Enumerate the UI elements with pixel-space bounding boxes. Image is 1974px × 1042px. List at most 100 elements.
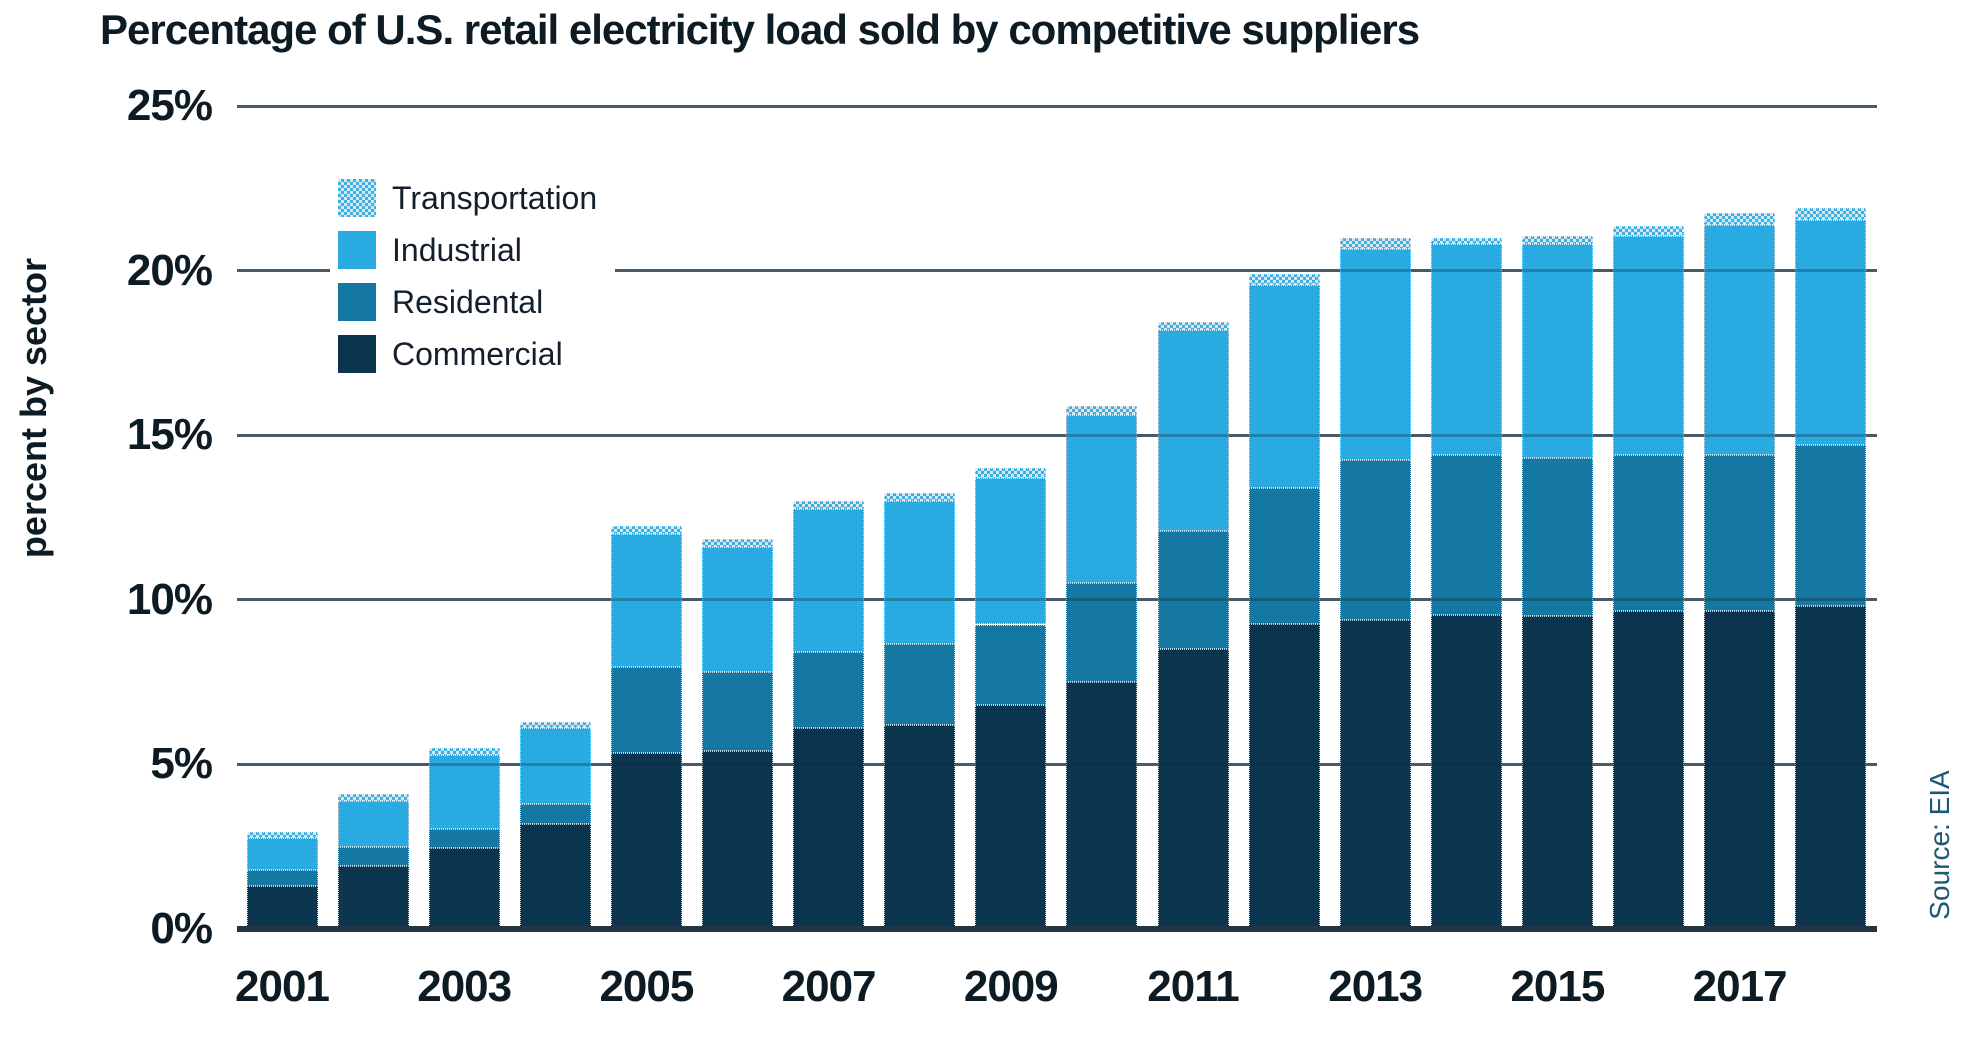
bar-segment-commercial-2006	[702, 751, 773, 929]
bar-2005	[610, 525, 682, 929]
x-tick-label-2003: 2003	[417, 962, 512, 1011]
bar-segment-residental-2018	[1795, 445, 1867, 607]
bar-segment-residental-2004	[519, 803, 591, 824]
bar-2012	[1248, 273, 1320, 929]
bar-2015	[1521, 236, 1593, 929]
bar-segment-commercial-2005	[610, 752, 682, 929]
bar-2004	[519, 721, 591, 929]
y-tick-label: 0%	[150, 904, 213, 953]
bar-2006	[702, 538, 773, 929]
y-tick-label: 10%	[126, 574, 213, 624]
bar-segment-transportation-2005	[610, 525, 682, 534]
bar-segment-commercial-2009	[975, 705, 1047, 929]
bar-2002	[337, 794, 409, 929]
bar-segment-commercial-2004	[519, 823, 591, 929]
bar-2011	[1157, 321, 1229, 929]
source-note: Source: EIA	[1924, 770, 1955, 920]
bar-2010	[1066, 405, 1138, 929]
bar-segment-industrial-2009	[975, 478, 1047, 625]
legend-item-residental: Residental	[338, 276, 597, 328]
bar-2016	[1613, 226, 1684, 929]
bar-segment-residental-2014	[1430, 454, 1502, 615]
gridline-overlay-15	[237, 433, 1877, 437]
bar-segment-residental-2002	[337, 846, 409, 867]
bar-segment-commercial-2017	[1704, 611, 1776, 929]
legend-item-industrial: Industrial	[338, 224, 597, 276]
chart-title: Percentage of U.S. retail electricity lo…	[100, 6, 1420, 53]
bar-2014	[1430, 237, 1502, 929]
y-tick-label: 25%	[126, 81, 213, 130]
bar-segment-industrial-2003	[428, 754, 500, 829]
legend-item-transportation: Transportation	[338, 172, 597, 224]
y-tick-label: 5%	[150, 739, 213, 789]
x-tick-label-2011: 2011	[1147, 962, 1239, 1011]
x-tick-label-2005: 2005	[599, 962, 694, 1011]
bar-segment-residental-2013	[1339, 459, 1411, 620]
gridline-5	[237, 762, 1877, 766]
bar-segment-commercial-2007	[793, 728, 865, 929]
legend-swatch-transportation	[338, 179, 376, 217]
bar-segment-transportation-2003	[428, 747, 500, 755]
bar-segment-commercial-2010	[1066, 682, 1138, 929]
gridline-25	[237, 104, 1877, 108]
bar-segment-industrial-2010	[1066, 415, 1138, 584]
gridline-overlay-20	[237, 269, 1877, 273]
bar-segment-residental-2006	[702, 672, 773, 752]
bar-segment-transportation-2002	[337, 794, 409, 801]
bar-segment-commercial-2001	[246, 886, 318, 929]
bar-segment-industrial-2016	[1613, 236, 1684, 455]
bar-segment-commercial-2008	[884, 724, 956, 929]
x-tick-label-2007: 2007	[781, 962, 877, 1011]
bar-segment-industrial-2013	[1339, 249, 1411, 460]
bar-segment-transportation-2013	[1339, 237, 1411, 250]
gridline-20	[237, 269, 1877, 273]
bar-segment-transportation-2010	[1066, 405, 1138, 416]
bar-segment-commercial-2011	[1157, 649, 1229, 929]
bar-segment-industrial-2014	[1430, 244, 1502, 455]
bar-segment-residental-2011	[1157, 530, 1229, 650]
bar-segment-transportation-2015	[1521, 236, 1593, 245]
bar-segment-industrial-2017	[1704, 224, 1776, 455]
bar-segment-transportation-2004	[519, 721, 591, 729]
y-tick-label: 15%	[126, 410, 213, 460]
legend-label: Residental	[392, 283, 544, 320]
x-tick-label-2017: 2017	[1692, 962, 1788, 1011]
bar-2003	[428, 747, 500, 929]
bar-segment-transportation-2014	[1430, 237, 1502, 245]
x-axis-line	[237, 926, 1877, 932]
bar-segment-transportation-2018	[1795, 208, 1867, 220]
y-axis-title: percent by sector	[13, 257, 54, 559]
bar-segment-residental-2010	[1066, 583, 1138, 683]
bar-segment-transportation-2011	[1157, 321, 1229, 330]
bar-2017	[1704, 212, 1776, 929]
bar-2013	[1339, 237, 1411, 929]
bar-segment-transportation-2006	[702, 538, 773, 548]
bar-segment-commercial-2016	[1613, 611, 1684, 929]
bar-2007	[793, 501, 865, 929]
bar-segment-residental-2012	[1248, 487, 1320, 625]
bar-segment-transportation-2016	[1613, 226, 1684, 237]
bar-segment-transportation-2001	[246, 831, 318, 839]
bar-segment-industrial-2007	[793, 509, 865, 653]
bar-segment-commercial-2014	[1430, 614, 1502, 929]
bar-segment-industrial-2015	[1521, 244, 1593, 459]
gridline-overlay-5	[237, 762, 1877, 766]
bar-segment-commercial-2003	[428, 848, 500, 929]
bar-segment-industrial-2005	[610, 533, 682, 668]
bar-segment-transportation-2009	[975, 468, 1047, 478]
bar-segment-commercial-2012	[1248, 624, 1320, 929]
gridline-10	[237, 598, 1877, 602]
gridline-overlay-10	[237, 598, 1877, 602]
bar-segment-transportation-2007	[793, 501, 865, 510]
y-tick-label: 20%	[126, 245, 213, 295]
bar-2018	[1795, 208, 1867, 929]
bar-segment-commercial-2002	[337, 866, 409, 929]
gridline-overlay-25	[237, 104, 1877, 108]
legend-swatch-industrial	[338, 231, 376, 269]
bar-segment-transportation-2017	[1704, 212, 1776, 225]
bar-2009	[975, 468, 1047, 929]
bar-segment-residental-2003	[428, 828, 500, 849]
bar-segment-industrial-2002	[337, 800, 409, 847]
bar-segment-industrial-2004	[519, 728, 591, 804]
bar-segment-commercial-2018	[1795, 606, 1867, 929]
